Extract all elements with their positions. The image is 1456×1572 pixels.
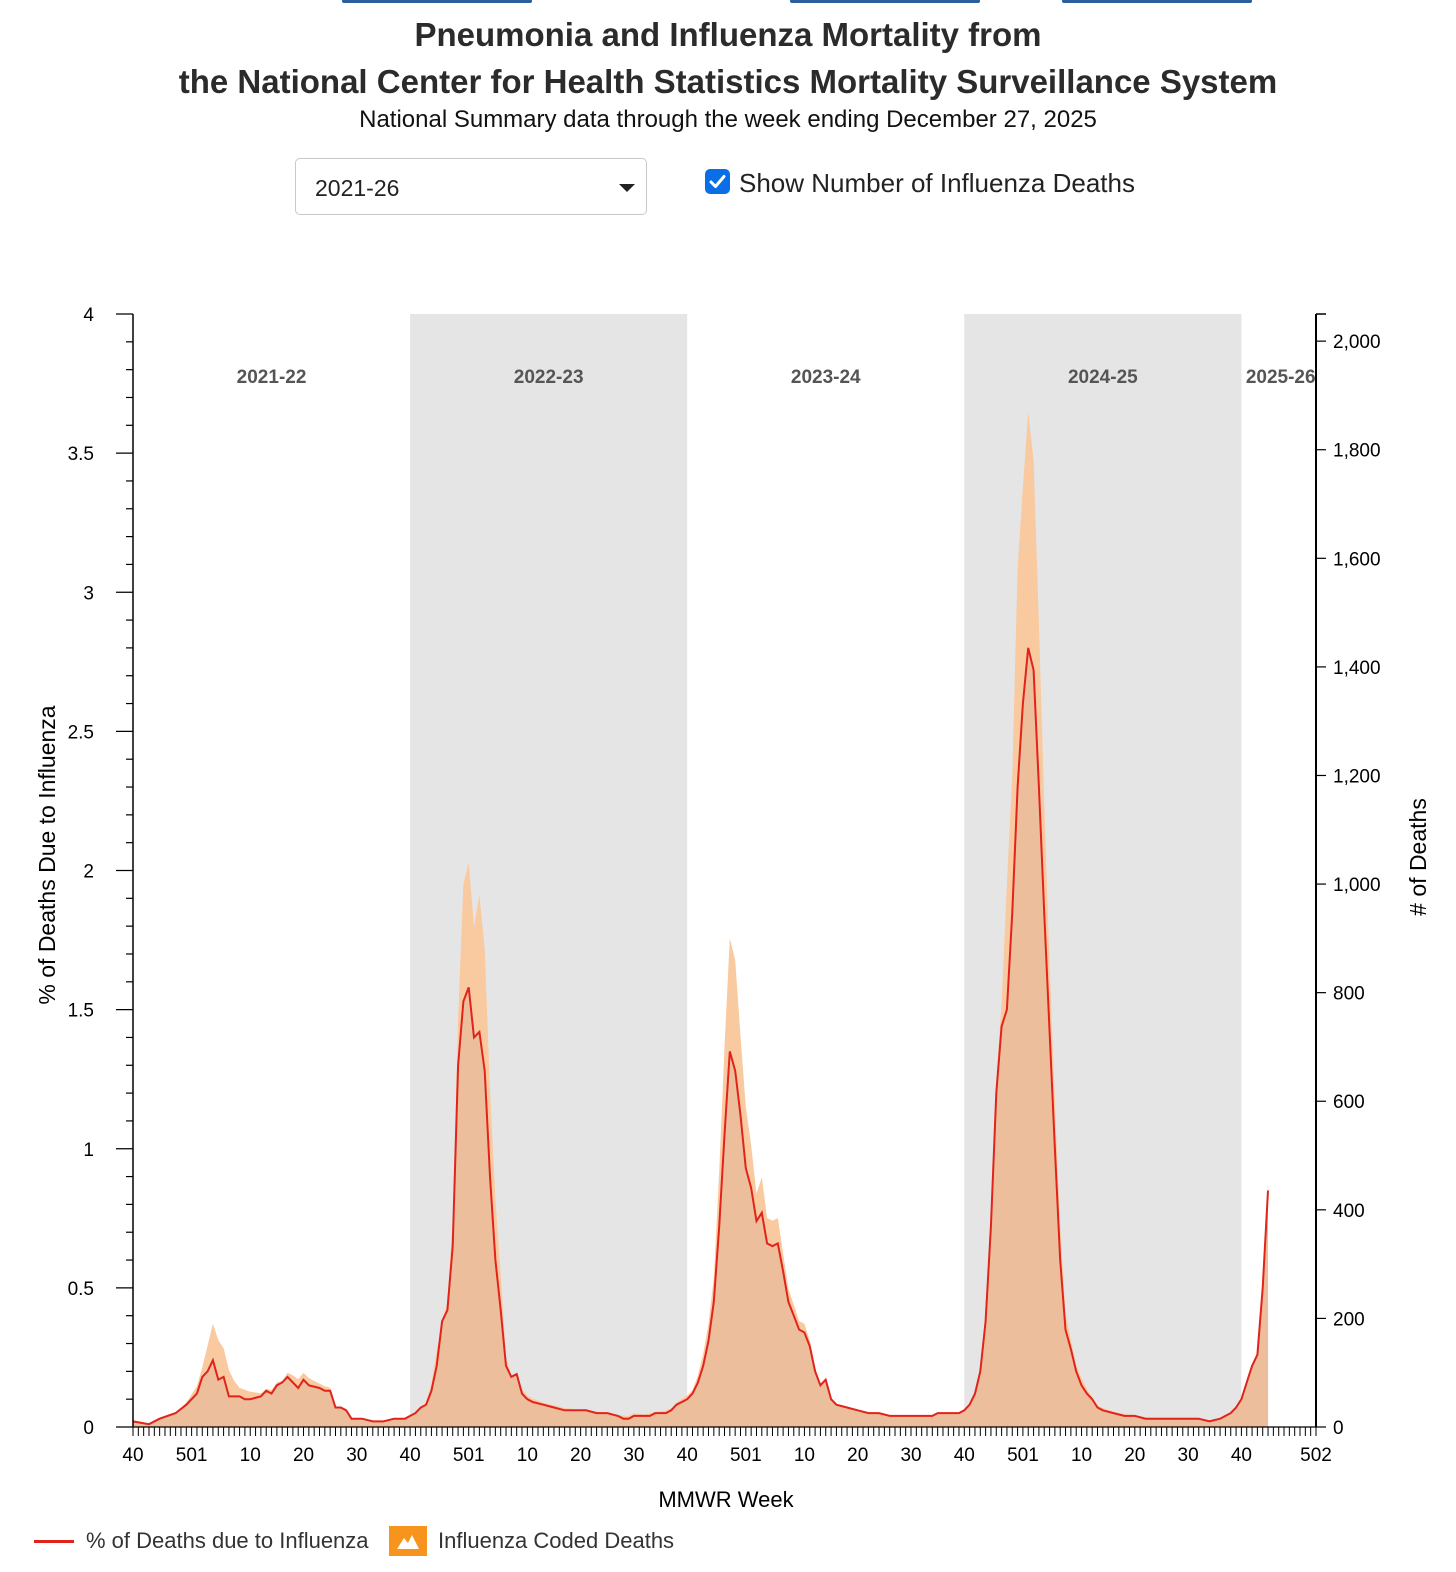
x-tick-label: 30: [623, 1445, 644, 1466]
chevron-down-icon: [619, 184, 635, 192]
chart-title-line2: the National Center for Health Statistic…: [178, 63, 1278, 100]
x-tick-label: 10: [794, 1445, 815, 1466]
x-tick-label: 501: [730, 1445, 762, 1466]
right-tick-label: 2,000: [1333, 332, 1381, 353]
left-tick-label: 1.5: [68, 1001, 94, 1022]
left-tick-label: 2: [83, 862, 94, 883]
top-nav-tab-3[interactable]: [1062, 0, 1252, 3]
x-tick-label: 502: [1300, 1445, 1332, 1466]
show-deaths-label: Show Number of Influenza Deaths: [739, 168, 1135, 198]
x-tick-label: 20: [293, 1445, 314, 1466]
x-tick-label: 40: [1231, 1445, 1252, 1466]
season-range-value: 2021-26: [315, 175, 400, 201]
right-tick-label: 1,600: [1333, 549, 1381, 570]
season-range-select[interactable]: 2021-26: [295, 158, 647, 215]
x-tick-label: 30: [346, 1445, 367, 1466]
x-tick-label: 501: [1007, 1445, 1039, 1466]
legend-label-deaths: Influenza Coded Deaths: [438, 1528, 675, 1553]
x-tick-label: 40: [677, 1445, 698, 1466]
season-label: 2021-22: [237, 367, 307, 388]
x-tick-label: 30: [900, 1445, 921, 1466]
x-axis-title: MMWR Week: [658, 1487, 794, 1512]
right-tick-label: 200: [1333, 1309, 1365, 1330]
chart-subtitle: National Summary data through the week e…: [359, 106, 1097, 133]
chart-title-line1: Pneumonia and Influenza Mortality from: [414, 16, 1042, 53]
x-tick-label: 20: [847, 1445, 868, 1466]
left-tick-label: 0: [83, 1418, 94, 1439]
left-tick-label: 4: [83, 305, 94, 326]
right-axis-title: # of Deaths: [1405, 798, 1431, 916]
right-tick-label: 1,000: [1333, 875, 1381, 896]
season-label: 2024-25: [1068, 367, 1138, 388]
left-axis-title: % of Deaths Due to Influenza: [34, 705, 60, 1004]
mortality-chart: 2021-22 2022-23 2023-24 2024-25 2025-26 0 0.5 1…: [34, 305, 1431, 1512]
x-tick-label: 40: [954, 1445, 975, 1466]
x-tick-label: 40: [400, 1445, 421, 1466]
left-tick-label: 2.5: [68, 722, 94, 743]
right-tick-label: 1,200: [1333, 766, 1381, 787]
pct-line: [132, 647, 1269, 1426]
right-tick-label: 600: [1333, 1092, 1365, 1113]
legend-line-icon: [34, 1540, 74, 1543]
pct-overlap-area: [133, 647, 1269, 1427]
x-tick-label: 40: [122, 1445, 143, 1466]
x-tick-label: 10: [517, 1445, 538, 1466]
top-nav-tab-2[interactable]: [790, 0, 980, 3]
x-tick-label: 10: [1071, 1445, 1092, 1466]
right-tick-label: 800: [1333, 984, 1365, 1005]
show-deaths-checkbox[interactable]: [705, 169, 730, 194]
checkmark-icon: [709, 175, 726, 188]
x-tick-label: 20: [1124, 1445, 1145, 1466]
x-tick-label: 501: [176, 1445, 208, 1466]
right-tick-label: 1,400: [1333, 658, 1381, 679]
season-label: 2023-24: [791, 367, 861, 388]
area-chart-icon: [389, 1526, 427, 1556]
x-tick-label: 20: [570, 1445, 591, 1466]
x-tick-label: 30: [1178, 1445, 1199, 1466]
right-tick-label: 0: [1333, 1418, 1344, 1439]
season-label: 2025-26: [1246, 367, 1316, 388]
top-nav-tab-1[interactable]: [342, 0, 532, 3]
legend-label-pct: % of Deaths due to Influenza: [86, 1528, 369, 1553]
left-tick-label: 3.5: [68, 444, 94, 465]
x-tick-label: 501: [453, 1445, 485, 1466]
left-tick-label: 1: [83, 1140, 94, 1161]
x-tick-label: 10: [240, 1445, 261, 1466]
left-tick-label: 0.5: [68, 1279, 94, 1300]
right-tick-label: 400: [1333, 1201, 1365, 1222]
season-label: 2022-23: [514, 367, 584, 388]
right-tick-label: 1,800: [1333, 441, 1381, 462]
left-tick-label: 3: [83, 583, 94, 604]
